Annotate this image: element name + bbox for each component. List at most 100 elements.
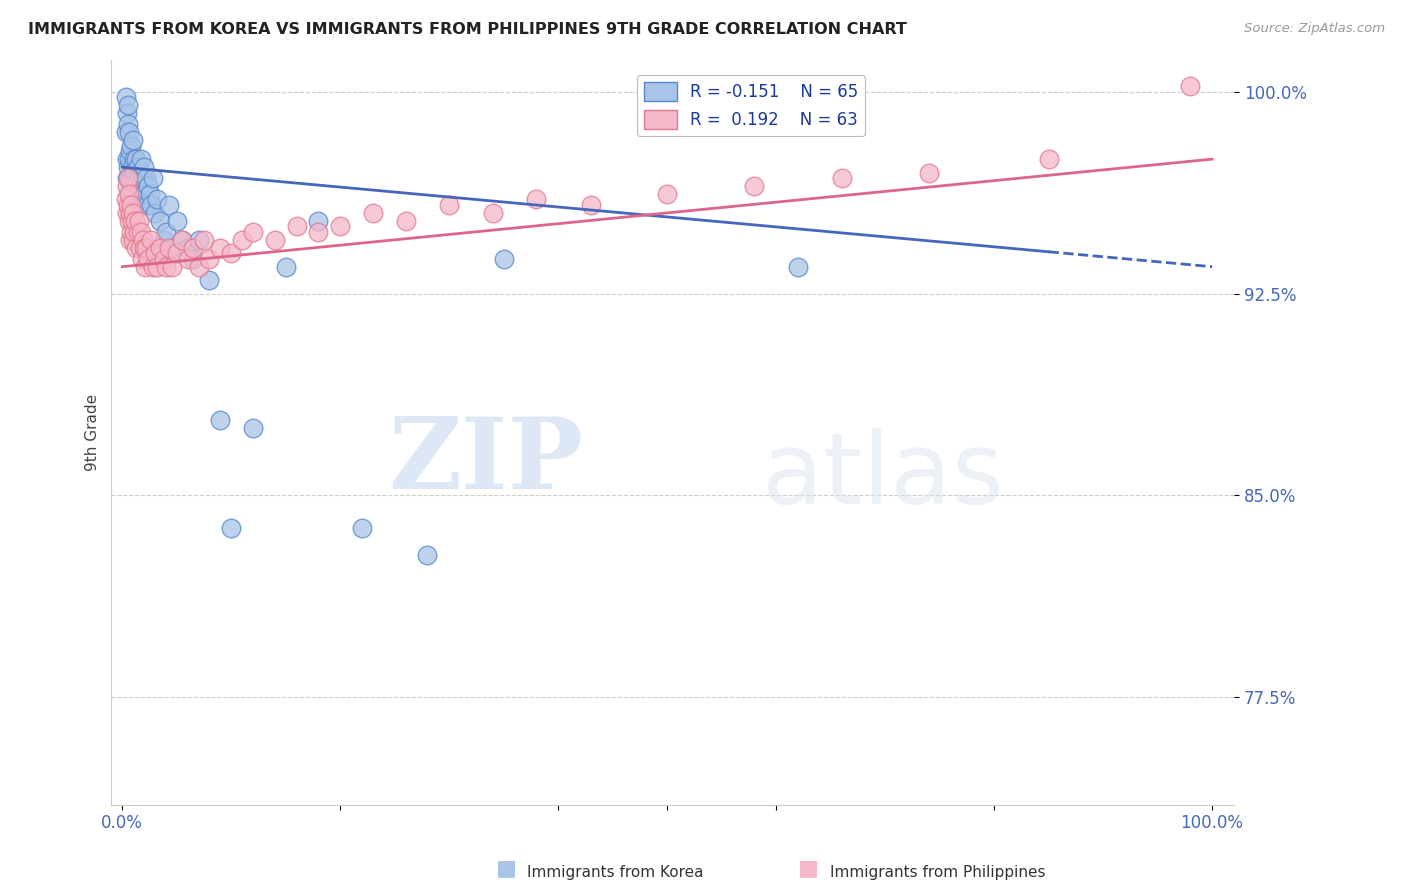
- Text: IMMIGRANTS FROM KOREA VS IMMIGRANTS FROM PHILIPPINES 9TH GRADE CORRELATION CHART: IMMIGRANTS FROM KOREA VS IMMIGRANTS FROM…: [28, 22, 907, 37]
- Point: [120, 179, 142, 194]
- Point: [285, 219, 308, 234]
- Text: Immigrants from Korea: Immigrants from Korea: [527, 865, 704, 880]
- Point: [918, 165, 941, 179]
- Text: ZIP: ZIP: [388, 414, 583, 510]
- Point: [129, 152, 152, 166]
- Point: [155, 225, 177, 239]
- Point: [142, 170, 165, 185]
- Point: [125, 187, 148, 202]
- Point: [157, 198, 180, 212]
- Point: [181, 241, 204, 255]
- Point: [166, 214, 188, 228]
- Point: [242, 421, 264, 435]
- Point: [118, 125, 141, 139]
- Point: [579, 198, 602, 212]
- Point: [787, 260, 810, 274]
- Point: [124, 198, 146, 212]
- Point: [117, 117, 139, 131]
- Point: [492, 252, 515, 266]
- Point: [138, 252, 160, 266]
- Point: [122, 165, 145, 179]
- Point: [134, 260, 156, 274]
- Point: [181, 252, 204, 266]
- Point: [439, 198, 461, 212]
- Y-axis label: 9th Grade: 9th Grade: [86, 393, 100, 471]
- Point: [118, 206, 141, 220]
- Point: [138, 187, 160, 202]
- Point: [120, 198, 142, 212]
- Point: [114, 90, 136, 104]
- Point: [115, 106, 138, 120]
- Point: [193, 233, 215, 247]
- Point: [118, 187, 141, 202]
- Point: [118, 233, 141, 247]
- Point: [135, 241, 157, 255]
- Point: [308, 214, 330, 228]
- Point: [120, 225, 142, 239]
- Point: [221, 521, 243, 535]
- Text: ■: ■: [799, 859, 818, 879]
- Point: [118, 214, 141, 228]
- Point: [115, 179, 138, 194]
- Point: [132, 160, 155, 174]
- Point: [139, 198, 162, 212]
- Point: [242, 225, 264, 239]
- Point: [162, 241, 184, 255]
- Point: [122, 206, 145, 220]
- Point: [166, 246, 188, 260]
- Point: [482, 206, 505, 220]
- Point: [124, 179, 146, 194]
- Point: [162, 260, 184, 274]
- Point: [172, 233, 194, 247]
- Point: [117, 98, 139, 112]
- Text: atlas: atlas: [762, 428, 1004, 525]
- Point: [176, 252, 198, 266]
- Point: [120, 138, 142, 153]
- Text: Source: ZipAtlas.com: Source: ZipAtlas.com: [1244, 22, 1385, 36]
- Point: [143, 206, 166, 220]
- Point: [117, 160, 139, 174]
- Point: [146, 260, 169, 274]
- Point: [1180, 79, 1202, 94]
- Point: [329, 219, 352, 234]
- Point: [115, 152, 138, 166]
- Point: [136, 198, 159, 212]
- Point: [122, 133, 145, 147]
- Point: [114, 193, 136, 207]
- Point: [127, 225, 149, 239]
- Text: ■: ■: [496, 859, 516, 879]
- Point: [132, 233, 155, 247]
- Point: [125, 241, 148, 255]
- Point: [187, 233, 209, 247]
- Point: [124, 225, 146, 239]
- Point: [209, 413, 232, 427]
- Point: [124, 165, 146, 179]
- Point: [124, 214, 146, 228]
- Point: [152, 233, 174, 247]
- Point: [122, 193, 145, 207]
- Point: [115, 206, 138, 220]
- Point: [352, 521, 374, 535]
- Point: [117, 198, 139, 212]
- Point: [176, 241, 198, 255]
- Point: [118, 170, 141, 185]
- Point: [172, 233, 194, 247]
- Point: [131, 252, 153, 266]
- Point: [128, 198, 150, 212]
- Point: [209, 241, 232, 255]
- Point: [135, 170, 157, 185]
- Point: [131, 193, 153, 207]
- Point: [831, 170, 853, 185]
- Point: [155, 260, 177, 274]
- Point: [157, 241, 180, 255]
- Legend: R = -0.151    N = 65, R =  0.192    N = 63: R = -0.151 N = 65, R = 0.192 N = 63: [637, 76, 865, 136]
- Point: [127, 160, 149, 174]
- Point: [117, 170, 139, 185]
- Point: [118, 152, 141, 166]
- Point: [128, 241, 150, 255]
- Point: [274, 260, 297, 274]
- Point: [121, 160, 143, 174]
- Point: [138, 179, 160, 194]
- Point: [128, 170, 150, 185]
- Point: [132, 198, 155, 212]
